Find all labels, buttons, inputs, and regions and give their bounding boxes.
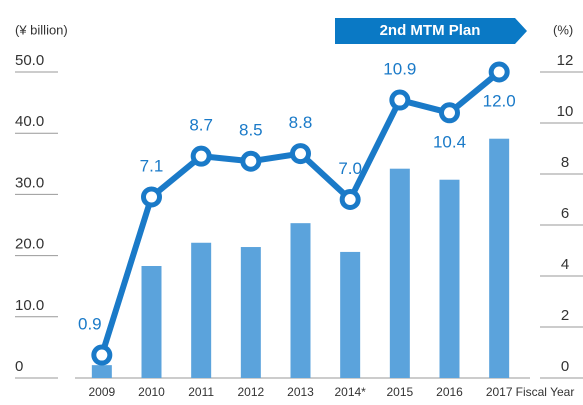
- bar: [240, 247, 261, 378]
- x-tick-label: 2015: [386, 385, 413, 399]
- data-label: 10.4: [433, 132, 466, 151]
- y2-tick-label: 12: [557, 52, 574, 69]
- y2-tick-label: 6: [561, 205, 569, 222]
- data-label: 7.0: [338, 159, 362, 178]
- annotation: 2nd MTM Plan: [380, 22, 481, 39]
- bar: [389, 168, 410, 378]
- y2-tick-label: 0: [561, 358, 569, 375]
- bar: [141, 266, 162, 378]
- bar: [489, 138, 510, 378]
- data-label: 7.1: [140, 156, 164, 175]
- bar: [290, 223, 311, 378]
- marker: [190, 145, 212, 167]
- x-tick-label: 2017: [486, 385, 513, 399]
- y-axis-label: (¥ billion): [15, 22, 68, 37]
- bar: [340, 251, 361, 378]
- marker: [91, 344, 113, 366]
- marker: [141, 186, 162, 208]
- y2-axis-label: (%): [553, 22, 573, 37]
- bar: [91, 365, 112, 378]
- bar: [191, 242, 212, 378]
- x-tick-label: 2016: [436, 385, 463, 399]
- x-tick-label: 2010: [138, 385, 165, 399]
- x-tick-label: 2014*: [334, 385, 366, 399]
- marker: [389, 89, 411, 111]
- x-tick-label: 2009: [88, 385, 115, 399]
- data-label: 8.5: [239, 121, 263, 140]
- marker: [488, 61, 510, 83]
- y2-tick-label: 4: [561, 256, 569, 273]
- bar: [439, 179, 460, 378]
- y2-tick-label: 8: [561, 154, 569, 171]
- data-label: 8.8: [289, 113, 313, 132]
- y-tick-label: 20.0: [15, 236, 44, 253]
- data-label: 10.9: [383, 60, 416, 79]
- y-tick-label: 10.0: [15, 297, 44, 314]
- x-tick-label: 2013: [287, 385, 314, 399]
- y-tick-label: 0: [15, 358, 23, 375]
- x-tick-label: 2011: [188, 385, 214, 399]
- data-label: 8.7: [189, 116, 213, 135]
- y-tick-label: 40.0: [15, 113, 44, 130]
- y-tick-label: 30.0: [15, 174, 44, 191]
- data-label: 0.9: [78, 315, 102, 334]
- data-label: 12.0: [483, 91, 516, 110]
- x-tick-label: 2012: [237, 385, 264, 399]
- y-tick-label: 50.0: [15, 52, 44, 69]
- plan-banner: [335, 18, 527, 44]
- marker: [339, 189, 361, 210]
- marker: [439, 102, 460, 124]
- y2-tick-label: 10: [557, 103, 574, 120]
- marker: [290, 143, 311, 165]
- marker: [240, 150, 262, 172]
- x-axis-label: Fiscal Year: [516, 385, 575, 399]
- y2-tick-label: 2: [561, 307, 569, 324]
